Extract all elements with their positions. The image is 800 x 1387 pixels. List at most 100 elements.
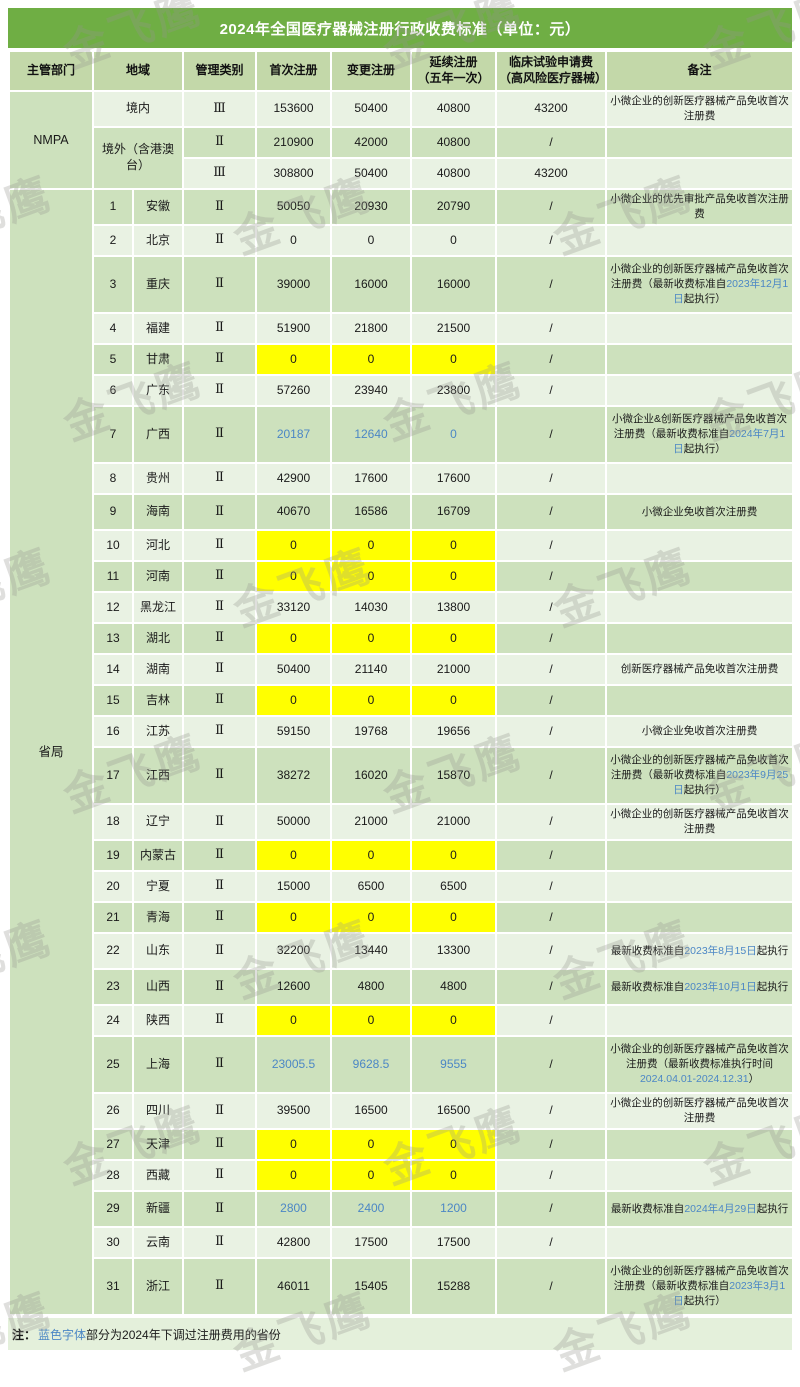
clinical-fee-cell: /	[495, 684, 608, 717]
renew-fee-cell: 16709	[410, 493, 498, 531]
first-fee-cell: 20187	[255, 405, 333, 464]
clinical-fee-cell: 43200	[495, 157, 608, 190]
renew-fee-cell: 19656	[410, 715, 498, 748]
change-fee-cell: 23940	[330, 374, 413, 407]
clinical-fee-cell: /	[495, 1004, 608, 1037]
footnote-blue-legend: 蓝色字体	[38, 1327, 87, 1342]
table-row: 16 江苏 Ⅱ 59150 19768 19656/ 小微企业免收首次注册费	[9, 715, 795, 748]
change-fee-cell: 50400	[330, 90, 413, 128]
first-fee-cell: 12600	[255, 968, 333, 1006]
remark-text: 起执行）	[683, 292, 726, 305]
remark-cell	[605, 560, 795, 593]
first-fee-cell: 50000	[255, 803, 333, 841]
col-header-remark: 备注	[605, 50, 795, 92]
category-cell: Ⅱ	[182, 255, 258, 314]
col-header-change: 变更注册	[330, 50, 413, 92]
clinical-fee-cell: /	[495, 653, 608, 686]
clinical-fee-cell: /	[495, 870, 608, 903]
remark-text: 最新收费标准自	[610, 1202, 685, 1215]
province-name-cell: 内蒙古	[131, 839, 185, 872]
col-header-first: 首次注册	[255, 50, 333, 92]
category-cell: Ⅱ	[182, 839, 258, 872]
row-number-cell: 31	[92, 1257, 134, 1316]
remark-text: 起执行	[756, 980, 789, 993]
first-fee-cell: 308800	[255, 157, 333, 190]
first-fee-cell: 0	[255, 343, 333, 376]
renew-fee-cell: 20790	[410, 188, 498, 226]
remark-cell: 小微企业的创新医疗器械产品免收首次注册费（最新收费标准自2023年3月1日起执行…	[605, 1257, 795, 1316]
remark-cell: 小微企业&创新医疗器械产品免收首次注册费（最新收费标准自2024年7月1日起执行…	[605, 405, 795, 464]
renew-fee-cell: 23800	[410, 374, 498, 407]
table-row: 12 黑龙江 Ⅱ 33120 14030 13800/	[9, 591, 795, 624]
remark-text: 起执行	[756, 1202, 789, 1215]
remark-date: 2024年4月29日	[684, 1202, 757, 1215]
col-header-renew: 延续注册 （五年一次）	[410, 50, 498, 92]
fee-table: 主管部门 地域 管理类别 首次注册 变更注册 延续注册 （五年一次） 临床试验申…	[8, 50, 795, 1316]
change-fee-cell: 16000	[330, 255, 413, 314]
change-fee-cell: 20930	[330, 188, 413, 226]
renew-fee-cell: 0	[410, 529, 498, 562]
change-fee-cell: 0	[330, 224, 413, 257]
first-fee-cell: 50050	[255, 188, 333, 226]
table-row: 2 北京 Ⅱ 0 0 0/	[9, 224, 795, 257]
table-row: 4 福建 Ⅱ 51900 21800 21500/	[9, 312, 795, 345]
remark-cell: 小微企业的创新医疗器械产品免收首次注册费	[605, 803, 795, 841]
renew-fee-cell: 15870	[410, 746, 498, 805]
category-cell: Ⅲ	[182, 157, 258, 190]
province-name-cell: 陕西	[131, 1004, 185, 1037]
province-name-cell: 海南	[131, 493, 185, 531]
change-fee-cell: 9628.5	[330, 1035, 413, 1094]
remark-cell: 最新收费标准自2024年4月29日起执行	[605, 1190, 795, 1228]
renew-fee-cell: 4800	[410, 968, 498, 1006]
renew-fee-cell: 0	[410, 839, 498, 872]
row-number-cell: 28	[92, 1159, 134, 1192]
category-cell: Ⅱ	[182, 126, 258, 159]
row-number-cell: 17	[92, 746, 134, 805]
table-row: 9 海南 Ⅱ 40670 16586 16709/ 小微企业免收首次注册费	[9, 493, 795, 531]
category-cell: Ⅱ	[182, 1035, 258, 1094]
table-row: 省局 1 安徽 Ⅱ 50050 20930 20790/小微企业的优先审批产品免收首次注册费	[8, 188, 795, 1316]
row-number-cell: 5	[92, 343, 134, 376]
first-fee-cell: 0	[255, 560, 333, 593]
first-fee-cell: 0	[255, 901, 333, 934]
renew-fee-cell: 21500	[410, 312, 498, 345]
row-number-cell: 10	[92, 529, 134, 562]
province-name-cell: 江苏	[131, 715, 185, 748]
remark-text: 最新收费标准自	[610, 944, 685, 957]
renew-fee-cell: 0	[410, 901, 498, 934]
remark-cell: 小微企业免收首次注册费	[605, 493, 795, 531]
category-cell: Ⅱ	[182, 188, 258, 226]
change-fee-cell: 21000	[330, 803, 413, 841]
province-name-cell: 天津	[131, 1128, 185, 1161]
remark-cell: 小微企业的优先审批产品免收首次注册费	[605, 188, 795, 226]
renew-fee-cell: 0	[410, 1159, 498, 1192]
row-number-cell: 1	[92, 188, 134, 226]
category-cell: Ⅱ	[182, 968, 258, 1006]
renew-fee-cell: 0	[410, 224, 498, 257]
remark-cell: 最新收费标准自2023年8月15日起执行	[605, 932, 795, 970]
row-number-cell: 3	[92, 255, 134, 314]
row-number-cell: 21	[92, 901, 134, 934]
remark-text: 小微企业的创新医疗器械产品免收首次注册费	[610, 1097, 789, 1124]
remark-text: 小微企业的创新医疗器械产品免收首次注册费（最新收费标准自	[610, 1265, 789, 1293]
change-fee-cell: 0	[330, 1004, 413, 1037]
remark-text: 创新医疗器械产品免收首次注册费	[620, 663, 779, 676]
clinical-fee-cell: /	[495, 560, 608, 593]
remark-text: 小微企业的创新医疗器械产品免收首次注册费	[610, 808, 789, 835]
province-name-cell: 四川	[131, 1092, 185, 1130]
table-row: 13 湖北 Ⅱ 0 0 0/	[9, 622, 795, 655]
remark-text: 小微企业的创新医疗器械产品免收首次注册费	[610, 95, 789, 122]
remark-date: 2023年8月15日	[684, 944, 757, 957]
row-number-cell: 30	[92, 1226, 134, 1259]
category-cell: Ⅱ	[182, 1159, 258, 1192]
first-fee-cell: 40670	[255, 493, 333, 531]
remark-text: 起执行）	[683, 1294, 726, 1307]
clinical-fee-cell: /	[495, 374, 608, 407]
row-number-cell: 20	[92, 870, 134, 903]
category-cell: Ⅱ	[182, 932, 258, 970]
change-fee-cell: 21800	[330, 312, 413, 345]
clinical-fee-cell: /	[495, 839, 608, 872]
first-fee-cell: 33120	[255, 591, 333, 624]
renew-fee-cell: 21000	[410, 653, 498, 686]
clinical-fee-cell: /	[495, 462, 608, 495]
